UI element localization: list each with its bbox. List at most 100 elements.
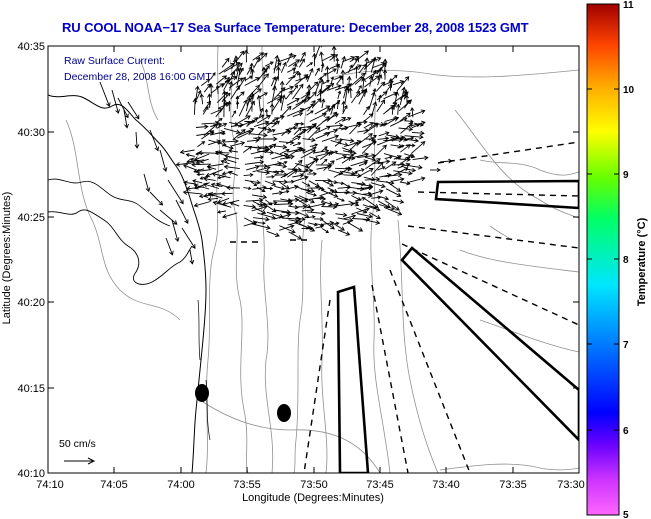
current-vector-head bbox=[205, 172, 211, 178]
current-vector-head bbox=[273, 136, 278, 142]
current-vector-head bbox=[345, 167, 351, 172]
current-vector bbox=[308, 222, 318, 226]
current-vector bbox=[222, 144, 234, 149]
current-vector-head bbox=[269, 61, 274, 66]
current-vector-head bbox=[368, 133, 373, 138]
current-vector bbox=[340, 56, 346, 69]
current-vector-head bbox=[318, 88, 323, 94]
current-vector-head bbox=[235, 84, 240, 90]
current-vector bbox=[300, 149, 316, 159]
current-vector bbox=[327, 187, 338, 193]
current-vector bbox=[326, 111, 337, 122]
current-vector-head bbox=[410, 119, 414, 124]
current-vector-head bbox=[391, 106, 395, 110]
current-vector bbox=[356, 85, 362, 93]
current-vector bbox=[246, 165, 260, 171]
current-vector-head bbox=[222, 139, 226, 143]
current-vector bbox=[266, 176, 275, 178]
current-vector-head bbox=[250, 68, 255, 73]
current-vector bbox=[364, 156, 376, 161]
current-vector-head bbox=[203, 193, 209, 198]
current-vector bbox=[335, 155, 347, 161]
current-vector-head bbox=[397, 211, 403, 216]
coastline-inner bbox=[48, 209, 193, 285]
current-vector-head bbox=[393, 117, 399, 122]
current-vector-head bbox=[195, 152, 199, 156]
current-vector-head bbox=[293, 169, 298, 174]
current-vector-head bbox=[414, 138, 420, 143]
current-vector-head bbox=[368, 213, 373, 219]
current-vector-head bbox=[216, 182, 221, 188]
current-vector bbox=[258, 95, 261, 112]
current-vector bbox=[329, 222, 339, 226]
current-vector-head bbox=[303, 74, 309, 79]
current-vector bbox=[326, 85, 342, 91]
current-vector-head bbox=[191, 162, 196, 167]
current-vector bbox=[203, 123, 218, 136]
current-vector-head bbox=[238, 77, 244, 82]
current-vector bbox=[391, 107, 394, 115]
current-vector-head bbox=[303, 175, 309, 181]
current-vector-head bbox=[145, 187, 151, 193]
current-vector bbox=[333, 167, 350, 178]
current-vector-head bbox=[401, 86, 407, 92]
current-vector bbox=[253, 217, 270, 221]
current-vector bbox=[393, 167, 408, 176]
current-vector bbox=[264, 143, 276, 154]
current-vector-head bbox=[378, 94, 382, 98]
current-vector-head bbox=[297, 235, 303, 240]
current-vector bbox=[350, 201, 359, 205]
current-vector bbox=[287, 108, 305, 117]
current-vector bbox=[348, 141, 359, 153]
current-vector-head bbox=[334, 150, 339, 154]
current-annotation-line1: Raw Surface Current: bbox=[64, 55, 165, 67]
current-vector-head bbox=[396, 103, 401, 108]
current-vector-head bbox=[341, 117, 347, 122]
current-vector-head bbox=[396, 192, 402, 197]
current-vector bbox=[314, 105, 330, 115]
current-vector-head bbox=[225, 57, 230, 63]
current-vector-head bbox=[350, 55, 356, 61]
current-vector bbox=[337, 229, 350, 236]
x-tick-label: 73:35 bbox=[499, 479, 527, 491]
current-vector-head bbox=[286, 212, 292, 218]
current-vector-head bbox=[222, 90, 227, 95]
current-vector-head bbox=[309, 62, 314, 66]
current-vector bbox=[327, 180, 338, 184]
current-vector-head bbox=[369, 122, 374, 127]
current-vector bbox=[404, 153, 415, 158]
current-vector-head bbox=[290, 179, 295, 184]
current-vector bbox=[342, 221, 351, 225]
current-vector-head bbox=[341, 198, 345, 202]
current-vector-head bbox=[221, 97, 227, 103]
current-vector-head bbox=[291, 54, 297, 59]
current-vector-head bbox=[179, 199, 184, 205]
current-vector bbox=[231, 142, 245, 147]
current-vector-head bbox=[306, 188, 312, 193]
current-vector-head bbox=[351, 214, 357, 219]
current-vector bbox=[274, 174, 288, 176]
current-vector bbox=[251, 206, 267, 212]
current-vector bbox=[379, 122, 387, 127]
current-vector bbox=[295, 210, 309, 218]
current-vector bbox=[202, 106, 209, 115]
current-vector bbox=[351, 208, 370, 215]
current-vector-head bbox=[182, 189, 188, 195]
current-vector-head bbox=[222, 75, 227, 80]
current-vector-head bbox=[345, 189, 350, 195]
current-vector bbox=[250, 180, 257, 186]
coastline-river bbox=[48, 178, 171, 227]
current-vector-head bbox=[311, 149, 317, 154]
current-vector-head bbox=[381, 166, 386, 170]
current-vector bbox=[280, 198, 292, 202]
x-axis-label: Longitude (Degrees:Minutes) bbox=[242, 492, 384, 504]
current-vector-head bbox=[382, 58, 388, 64]
station-marker bbox=[277, 404, 291, 422]
current-vector-head bbox=[396, 187, 402, 192]
current-vector-head bbox=[217, 122, 223, 128]
current-vector-head bbox=[336, 63, 341, 68]
current-vector bbox=[336, 152, 354, 156]
current-vector bbox=[252, 52, 264, 61]
current-vector bbox=[326, 68, 337, 75]
current-vector-head bbox=[288, 201, 294, 207]
